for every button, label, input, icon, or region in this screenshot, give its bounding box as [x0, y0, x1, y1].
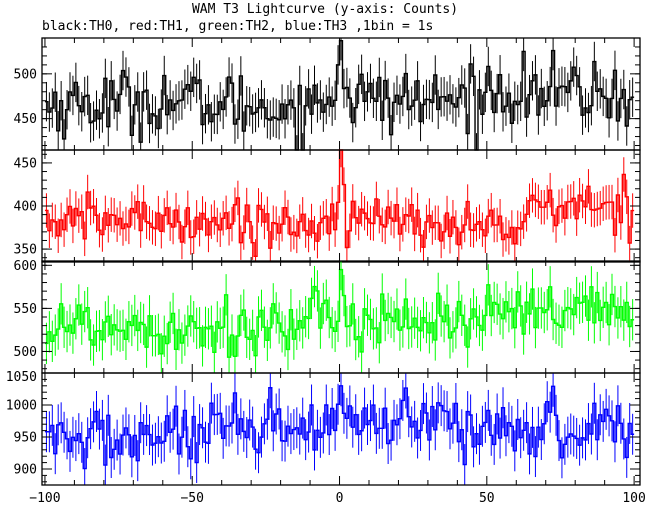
y-tick-label-th3: 1050 — [6, 370, 37, 385]
series-th0 — [44, 38, 635, 151]
series-line-th1 — [44, 149, 635, 258]
legend-text: black:TH0, red:TH1, green:TH2, blue:TH3 … — [42, 19, 434, 34]
x-tick-label: 50 — [479, 491, 495, 505]
x-tick-label: 0 — [336, 491, 344, 505]
y-tick-label-th3: 950 — [14, 431, 37, 446]
y-tick-label-th0: 450 — [14, 112, 37, 127]
series-th1 — [44, 149, 635, 262]
y-tick-label-th2: 500 — [14, 345, 37, 360]
y-tick-label-th2: 550 — [14, 302, 37, 317]
y-tick-label-th0: 500 — [14, 67, 37, 82]
x-tick-label: −50 — [180, 491, 203, 505]
y-tick-label-th1: 450 — [14, 156, 37, 171]
series-th3 — [44, 373, 635, 485]
panel-frame-th3 — [41, 372, 641, 486]
y-tick-label-th3: 900 — [14, 463, 37, 478]
series-line-th2 — [44, 268, 635, 358]
series-line-th3 — [44, 385, 635, 470]
series-line-th0 — [44, 39, 635, 151]
page-title: WAM T3 Lightcurve (y-axis: Counts) — [191, 2, 459, 17]
y-tick-label-th2: 600 — [14, 259, 37, 274]
y-tick-label-th1: 400 — [14, 200, 37, 215]
y-tick-label-th1: 350 — [14, 243, 37, 258]
y-tick-label-th3: 1000 — [6, 399, 37, 414]
x-tick-label: −100 — [29, 491, 60, 505]
x-tick-label: 100 — [622, 491, 645, 505]
series-th2 — [44, 261, 635, 373]
